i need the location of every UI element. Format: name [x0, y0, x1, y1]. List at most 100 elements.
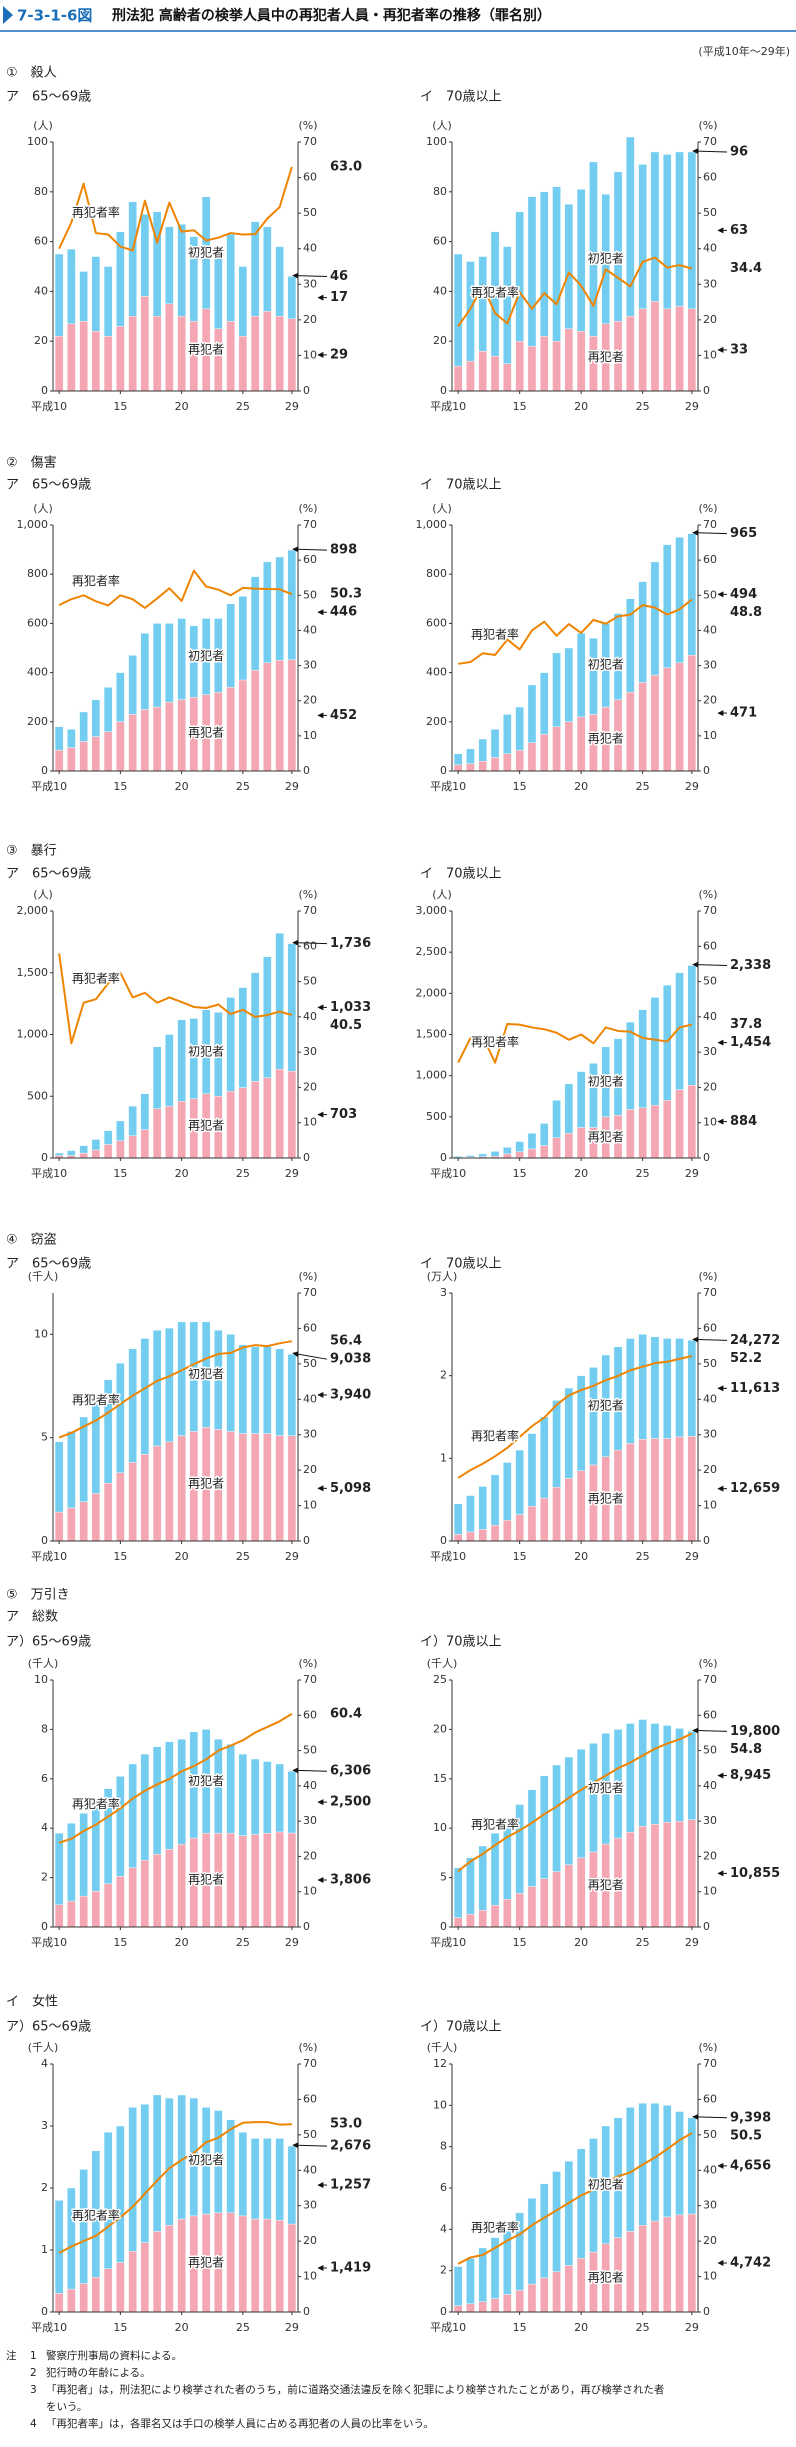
bar-segment: [54, 253, 64, 337]
bar-segment: [177, 618, 186, 700]
x-tick-label: 25: [636, 2321, 650, 2334]
bar-segment: [503, 1520, 512, 1542]
bar-segment: [503, 246, 512, 364]
value-annotation: 494: [730, 587, 757, 602]
bar-segment: [564, 1477, 574, 1542]
value-annotation: 2,500: [330, 1795, 371, 1810]
y2-tick-label: 60: [303, 2092, 317, 2105]
series-label: 再犯者率: [72, 1392, 120, 1407]
value-annotation: 446: [330, 605, 357, 620]
bar-segment: [152, 1329, 162, 1447]
x-tick-label: 25: [236, 400, 250, 413]
y2-tick-label: 10: [703, 1885, 717, 1898]
bar-segment: [626, 1723, 635, 1833]
y-tick-label: 0: [41, 764, 48, 777]
bar-segment: [478, 350, 488, 392]
y2-axis-unit: (%): [298, 502, 317, 515]
bar-segment: [275, 1348, 284, 1436]
value-annotation: 4,742: [730, 2255, 771, 2270]
bar-segment: [238, 336, 248, 392]
bar-segment: [453, 365, 463, 392]
bar-segment: [564, 2160, 574, 2266]
rate-line: [58, 569, 293, 609]
y2-tick-label: 60: [303, 553, 317, 566]
bar-segment: [576, 1470, 586, 1542]
rate-line: [457, 1732, 693, 1873]
y-tick-label: 500: [27, 1089, 48, 1102]
bar-segment: [576, 1857, 586, 1928]
bar-segment: [287, 2145, 297, 2225]
bar-segment: [214, 328, 223, 392]
bar-segment: [263, 2138, 272, 2220]
y-tick-label: 0: [440, 764, 447, 777]
series-label: 再犯者率: [471, 1428, 519, 1443]
value-annotation: 11,613: [730, 1381, 780, 1396]
rate-line: [457, 1022, 693, 1064]
bar-segment: [675, 1821, 684, 1928]
series-label: 再犯者率: [471, 1034, 519, 1049]
y2-tick-label: 20: [703, 2234, 717, 2247]
bar-segment: [128, 1763, 137, 1868]
header-icon: [3, 6, 13, 24]
bar-segment: [552, 2171, 561, 2272]
chart-subtitle: イ 70歳以上: [420, 1257, 502, 1272]
bar-segment: [453, 2305, 463, 2313]
series-label: 再犯者: [588, 1878, 624, 1892]
bar-segment: [226, 1334, 235, 1432]
y-tick-label: 200: [27, 715, 48, 728]
value-annotation: 10,855: [730, 1866, 780, 1881]
bar-segment: [128, 1462, 137, 1542]
bar-segment: [453, 1156, 463, 1158]
y2-tick-label: 70: [703, 518, 717, 531]
bar-segment: [490, 757, 500, 772]
bar-segment: [564, 1756, 574, 1865]
bar-segment: [626, 1021, 635, 1110]
bar-segment: [601, 194, 611, 324]
y-tick-label: 1,000: [17, 518, 49, 531]
y2-tick-label: 50: [303, 975, 317, 988]
rate-line: [58, 2121, 292, 2254]
series-label: 再犯者: [188, 1477, 224, 1491]
bar-segment: [539, 1145, 549, 1159]
y-tick-label: 3: [440, 1286, 447, 1299]
bar-segment: [79, 271, 88, 322]
bar-segment: [128, 1867, 137, 1928]
bar-segment: [601, 1046, 611, 1118]
bar-segment: [177, 2094, 186, 2220]
rate-line: [457, 256, 693, 327]
bar-segment: [287, 318, 297, 392]
x-tick-label: 15: [513, 1167, 527, 1180]
bar-segment: [226, 1832, 235, 1928]
bar-segment: [466, 763, 475, 772]
bar-segment: [189, 1731, 199, 1839]
bar-segment: [527, 1148, 537, 1159]
bar-segment: [576, 633, 586, 718]
bar-segment: [601, 1354, 611, 1457]
bar-segment: [116, 1876, 125, 1928]
bar-segment: [527, 2198, 537, 2285]
y2-axis-unit: (%): [298, 888, 317, 901]
bar-segment: [662, 1725, 672, 1823]
bar-segment: [238, 1835, 248, 1928]
bar-segment: [490, 2237, 500, 2299]
x-tick-label: 20: [175, 1936, 189, 1949]
rate-line: [58, 166, 293, 252]
x-tick-label: 25: [236, 1936, 250, 1949]
bar-segment: [650, 151, 660, 302]
y-tick-label: 1,500: [416, 1028, 448, 1041]
bar-segment: [662, 1822, 672, 1928]
total-pointer: [292, 1351, 328, 1360]
x-tick-label: 20: [574, 780, 588, 793]
value-annotation: 2,676: [330, 2139, 371, 2154]
bar-segment: [638, 2224, 647, 2313]
bar-segment: [226, 2119, 235, 2214]
bar-segment: [626, 1831, 635, 1928]
y-tick-label: 800: [426, 567, 447, 580]
bar-segment: [613, 1346, 623, 1451]
bar-segment: [287, 1771, 297, 1834]
value-annotation: 1,257: [330, 2178, 371, 2193]
bar-segment: [275, 316, 284, 392]
bar-segment: [515, 1141, 524, 1153]
y-tick-label: 0: [41, 1920, 48, 1933]
bar-segment: [263, 956, 272, 1078]
